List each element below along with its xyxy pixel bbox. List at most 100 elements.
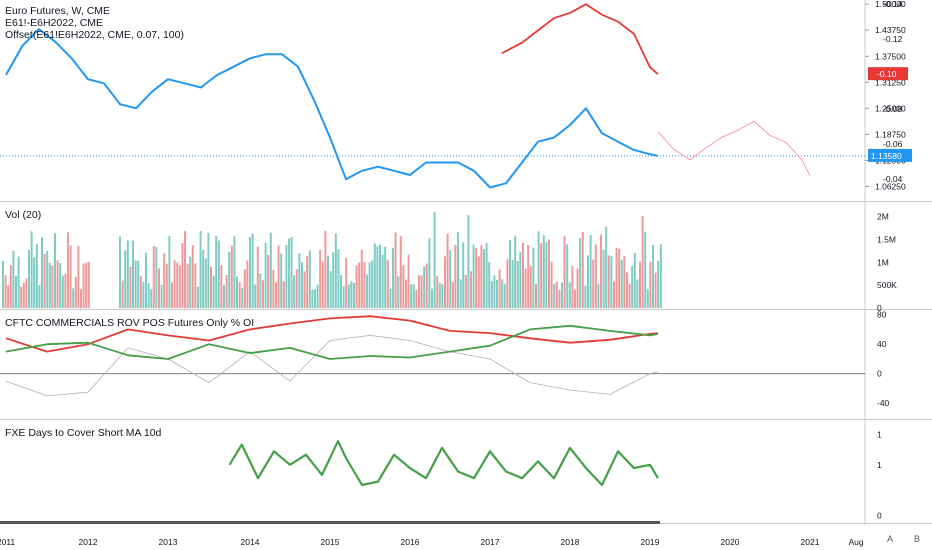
- volume-bar: [134, 260, 137, 308]
- volume-bar: [571, 266, 574, 308]
- volume-bar: [189, 256, 192, 308]
- fxe-tick-label-0: 1: [877, 429, 882, 439]
- volume-bar: [9, 265, 12, 308]
- volume-bar: [605, 226, 608, 308]
- volume-bar: [225, 274, 228, 308]
- volume-bar: [527, 245, 530, 308]
- volume-bar: [649, 261, 652, 308]
- fxe-legend[interactable]: FXE Days to Cover Short MA 10d: [5, 427, 162, 439]
- volume-bar: [152, 245, 155, 308]
- volume-bar: [267, 254, 270, 308]
- volume-bar: [464, 274, 467, 308]
- vol-legend[interactable]: Vol (20): [5, 209, 42, 221]
- volume-bar: [576, 268, 579, 308]
- auto-scale-button[interactable]: A: [886, 534, 893, 544]
- cftc-gray-line: [5, 334, 659, 397]
- volume-bar: [324, 230, 327, 308]
- volume-bar: [243, 269, 246, 308]
- volume-bar: [126, 240, 129, 308]
- cftc-tick-label-1: 40: [877, 339, 887, 349]
- volume-bar: [199, 230, 202, 308]
- volume-bar: [490, 280, 493, 308]
- volume-bar: [329, 271, 332, 308]
- volume-bar: [340, 275, 342, 308]
- volume-bar: [584, 285, 587, 308]
- volume-bar: [550, 261, 553, 308]
- volume-bar: [59, 262, 62, 308]
- volume-bar: [275, 282, 277, 308]
- price-tick-label-1: 1.43750: [875, 25, 906, 35]
- volume-bar: [35, 243, 38, 308]
- volume-bar: [654, 272, 657, 308]
- volume-bar: [516, 261, 519, 308]
- volume-bar: [366, 274, 368, 308]
- vol-tick-label-1: 1.5M: [877, 235, 896, 245]
- legend-offset-symbol[interactable]: Offset(E61!E6H2022, CME, 0.07, 100): [5, 29, 184, 41]
- cftc-tick-label-0: 80: [877, 310, 887, 320]
- volume-bar: [633, 252, 636, 308]
- volume-bar: [311, 289, 314, 308]
- volume-bar: [379, 244, 381, 308]
- volume-bar: [210, 266, 212, 308]
- volume-bar: [251, 233, 254, 308]
- volume-bar: [462, 242, 465, 308]
- volume-bar: [607, 255, 610, 308]
- volume-bar: [373, 243, 376, 308]
- volume-bar: [25, 278, 28, 308]
- volume-bar: [236, 276, 238, 308]
- volume-bar: [415, 289, 418, 308]
- volume-bar: [355, 265, 358, 308]
- volume-bar: [173, 260, 176, 308]
- volume-bar: [33, 257, 36, 308]
- volume-bar: [587, 255, 589, 308]
- volume-bar: [457, 232, 459, 308]
- volume-bar: [509, 239, 511, 308]
- spread-tick-label-5: -0.04: [883, 174, 903, 184]
- cftc-legend[interactable]: CFTC COMMERCIALS ROV POS Futures Only % …: [5, 317, 255, 329]
- volume-bar: [69, 245, 72, 308]
- volume-bar: [485, 243, 488, 308]
- volume-bar: [459, 279, 462, 308]
- volume-bar: [483, 248, 485, 308]
- volume-bar: [119, 236, 121, 308]
- volume-bar: [178, 265, 181, 308]
- volume-bar: [433, 212, 436, 308]
- offset-line: [657, 120, 811, 176]
- volume-bar: [514, 235, 517, 308]
- spread-line: [501, 3, 659, 75]
- volume-bar: [246, 260, 249, 308]
- legend-main-symbol[interactable]: Euro Futures, W, CME: [5, 5, 111, 17]
- x-tick-label-1: 2012: [79, 537, 98, 547]
- volume-bar: [347, 284, 350, 308]
- volume-bar: [282, 281, 285, 308]
- volume-bar: [392, 248, 394, 308]
- legend-spread-symbol[interactable]: E61!-E6H2022, CME: [5, 17, 104, 29]
- volume-bar: [293, 275, 296, 308]
- volume-bar: [553, 284, 556, 308]
- volume-bar: [137, 260, 140, 308]
- volume-bar: [272, 269, 275, 308]
- volume-bar: [295, 269, 298, 308]
- x-tick-label-3: 2014: [241, 537, 260, 547]
- volume-bar: [176, 262, 179, 308]
- spread-tick-label-3: -0.08: [883, 104, 903, 114]
- volume-bar: [54, 233, 56, 308]
- volume-bar: [420, 275, 423, 308]
- x-tick-label-5: 2016: [401, 537, 420, 547]
- volume-bar: [623, 256, 626, 308]
- volume-bar: [381, 254, 384, 308]
- volume-bar: [407, 254, 410, 308]
- vol-tick-label-2: 1M: [877, 257, 889, 267]
- volume-bar: [238, 282, 241, 308]
- volume-bar: [399, 235, 402, 308]
- volume-bar: [30, 231, 33, 308]
- volume-bar: [441, 284, 444, 308]
- volume-bar: [186, 263, 189, 308]
- volume-bar: [555, 281, 558, 308]
- volume-bar: [129, 266, 132, 308]
- volume-bar: [298, 253, 301, 308]
- volume-bar: [194, 263, 197, 308]
- x-tick-label-6: 2017: [481, 537, 500, 547]
- log-scale-button[interactable]: B: [913, 534, 920, 544]
- volume-bar: [168, 235, 171, 308]
